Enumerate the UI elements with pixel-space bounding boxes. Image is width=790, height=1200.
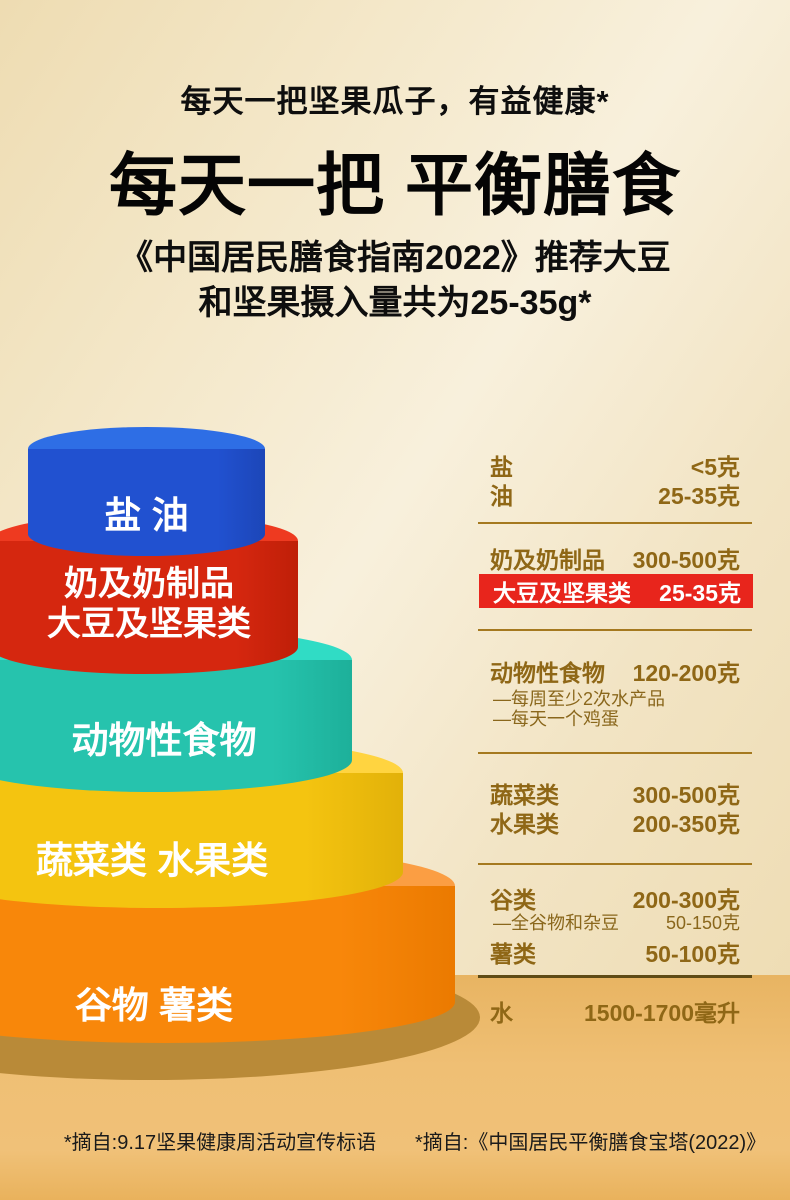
table-row-water: 水 1500-1700毫升 <box>478 995 752 1027</box>
note-text: —每周至少2次水产品 <box>493 688 666 709</box>
row-value: 300-500克 <box>632 782 740 808</box>
row-value: 25-35克 <box>658 483 740 509</box>
divider <box>478 522 752 524</box>
row-value: 300-500克 <box>632 547 740 573</box>
layer-label: 奶及奶制品 大豆及坚果类 <box>0 564 308 644</box>
row-value: 200-350克 <box>632 811 740 837</box>
subtitle-line-1: 《中国居民膳食指南2022》推荐大豆 <box>119 239 671 277</box>
row-label: 油 <box>490 483 513 509</box>
layer-body <box>0 541 298 674</box>
note-value: 50-150克 <box>665 912 740 933</box>
subtitle-line-2: 和坚果摄入量共为25-35g* <box>198 284 592 322</box>
layer-body <box>28 449 265 556</box>
table-row-tubers: 薯类 50-100克 <box>478 937 752 967</box>
table-row-animal-foods: 动物性食物 120-200克 <box>478 656 752 686</box>
row-value: 1500-1700毫升 <box>584 1000 740 1026</box>
layer-label-line-1: 奶及奶制品 <box>64 565 234 603</box>
table-row-fruits: 水果类 200-350克 <box>478 807 752 837</box>
table-row-vegetables: 蔬菜类 300-500克 <box>478 778 752 808</box>
table-row-dairy: 奶及奶制品 300-500克 <box>478 543 752 573</box>
layer-label: 蔬菜类 水果类 <box>35 840 269 881</box>
divider <box>478 863 752 865</box>
row-value: 25-35克 <box>659 580 741 606</box>
layer-label: 盐 油 <box>104 495 189 536</box>
table-note-whole-grains: —全谷物和杂豆 50-150克 <box>478 911 752 933</box>
layer-body <box>0 886 455 1043</box>
layer-label-line-2: 大豆及坚果类 <box>47 605 251 643</box>
footnote-left: *摘自:9.17坚果健康周活动宣传标语 <box>63 1132 377 1154</box>
row-label: 大豆及坚果类 <box>493 580 631 606</box>
row-value: <5克 <box>690 454 740 480</box>
layer-body <box>0 660 352 792</box>
highlight-row-soy-nuts: 大豆及坚果类 25-35克 <box>479 574 753 608</box>
table-row-salt: 盐 <5克 <box>478 450 752 480</box>
row-label: 动物性食物 <box>490 660 605 686</box>
row-label: 水果类 <box>490 811 559 837</box>
divider-dark <box>478 975 752 978</box>
divider <box>478 629 752 631</box>
row-value: 120-200克 <box>632 660 740 686</box>
subtitle: 《中国居民膳食指南2022》推荐大豆 和坚果摄入量共为25-35g* <box>0 236 790 326</box>
tagline: 每天一把坚果瓜子，有益健康* <box>180 84 610 119</box>
note-text: —每天一个鸡蛋 <box>493 708 619 729</box>
row-label: 蔬菜类 <box>490 782 559 808</box>
table-row-oil: 油 25-35克 <box>478 479 752 509</box>
page-title: 每天一把 平衡膳食 <box>109 148 681 224</box>
row-label: 奶及奶制品 <box>490 547 605 573</box>
layer-label: 动物性食物 <box>71 720 257 761</box>
table-note-seafood: —每周至少2次水产品 <box>478 687 752 709</box>
row-label: 盐 <box>490 454 513 480</box>
table-note-egg: —每天一个鸡蛋 <box>478 707 752 729</box>
row-value: 200-300克 <box>632 887 740 913</box>
row-label: 水 <box>490 1000 513 1026</box>
row-label: 薯类 <box>490 941 536 967</box>
footnote-right: *摘自:《中国居民平衡膳食宝塔(2022)》 <box>415 1132 767 1154</box>
layer-label: 谷物 薯类 <box>74 985 234 1026</box>
row-value: 50-100克 <box>645 941 740 967</box>
table-row-grains: 谷类 200-300克 <box>478 883 752 913</box>
layer-body <box>0 773 403 908</box>
note-text: —全谷物和杂豆 <box>493 912 619 933</box>
divider <box>478 752 752 754</box>
row-label: 谷类 <box>490 887 536 913</box>
